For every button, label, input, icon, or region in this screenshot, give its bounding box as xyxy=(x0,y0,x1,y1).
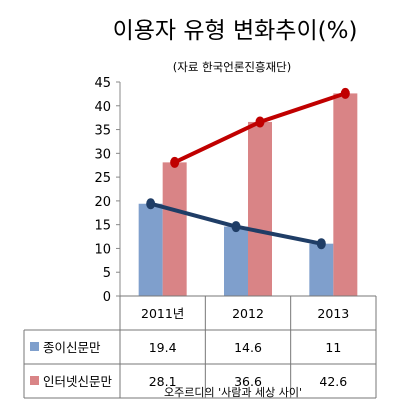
bar-internet xyxy=(333,93,358,296)
y-tick-label: 20 xyxy=(94,195,111,210)
trend-lines-layer xyxy=(146,87,350,250)
trend-point xyxy=(170,156,180,168)
chart-subtitle: (자료 한국언론진흥재단) xyxy=(173,60,291,74)
trend-point xyxy=(231,221,241,233)
legend-swatch-internet xyxy=(30,376,39,385)
bar-paper xyxy=(309,243,334,296)
legend-label: 종이신문만 xyxy=(43,340,101,355)
y-tick-label: 30 xyxy=(94,147,111,162)
y-tick-label: 35 xyxy=(94,124,111,139)
bar-internet xyxy=(162,162,187,296)
y-tick-label: 45 xyxy=(94,76,111,91)
table-value: 36.6 xyxy=(234,374,262,389)
x-category-label: 2013 xyxy=(317,306,349,321)
y-axis: 0 5 10 15 20 25 30 35 40 45 xyxy=(94,76,121,305)
x-category-label: 2011년 xyxy=(141,306,184,321)
bar-paper xyxy=(224,226,248,296)
bars-layer xyxy=(138,93,358,297)
chart-title: 이용자 유형 변화추이(%) xyxy=(113,18,358,44)
y-tick-label: 15 xyxy=(94,219,111,234)
chart-footer: 오주르디의 '사람과 세상 사이' xyxy=(164,386,302,399)
table-value: 28.1 xyxy=(149,374,177,389)
table-value: 42.6 xyxy=(319,374,347,389)
bar-paper xyxy=(138,203,163,296)
y-tick-label: 40 xyxy=(94,100,111,115)
table-value: 19.4 xyxy=(149,340,177,355)
trend-point xyxy=(340,87,350,99)
table-value: 11 xyxy=(325,340,341,355)
legend-label: 인터넷신문만 xyxy=(43,374,113,389)
trend-point xyxy=(316,238,326,250)
bar-internet xyxy=(248,121,272,297)
trend-point xyxy=(146,198,156,210)
data-table: 2011년 2012 2013 종이신문만 19.4 14.6 11 인터넷신문만 28.1 36… xyxy=(23,295,377,399)
table-value: 14.6 xyxy=(234,340,262,355)
x-category-label: 2012 xyxy=(232,306,264,321)
legend-swatch-paper xyxy=(30,342,39,351)
trend-point xyxy=(255,116,265,128)
y-tick-label: 5 xyxy=(103,266,111,281)
y-tick-label: 25 xyxy=(94,171,111,186)
y-tick-label: 0 xyxy=(103,290,111,305)
y-tick-label: 10 xyxy=(94,242,111,257)
